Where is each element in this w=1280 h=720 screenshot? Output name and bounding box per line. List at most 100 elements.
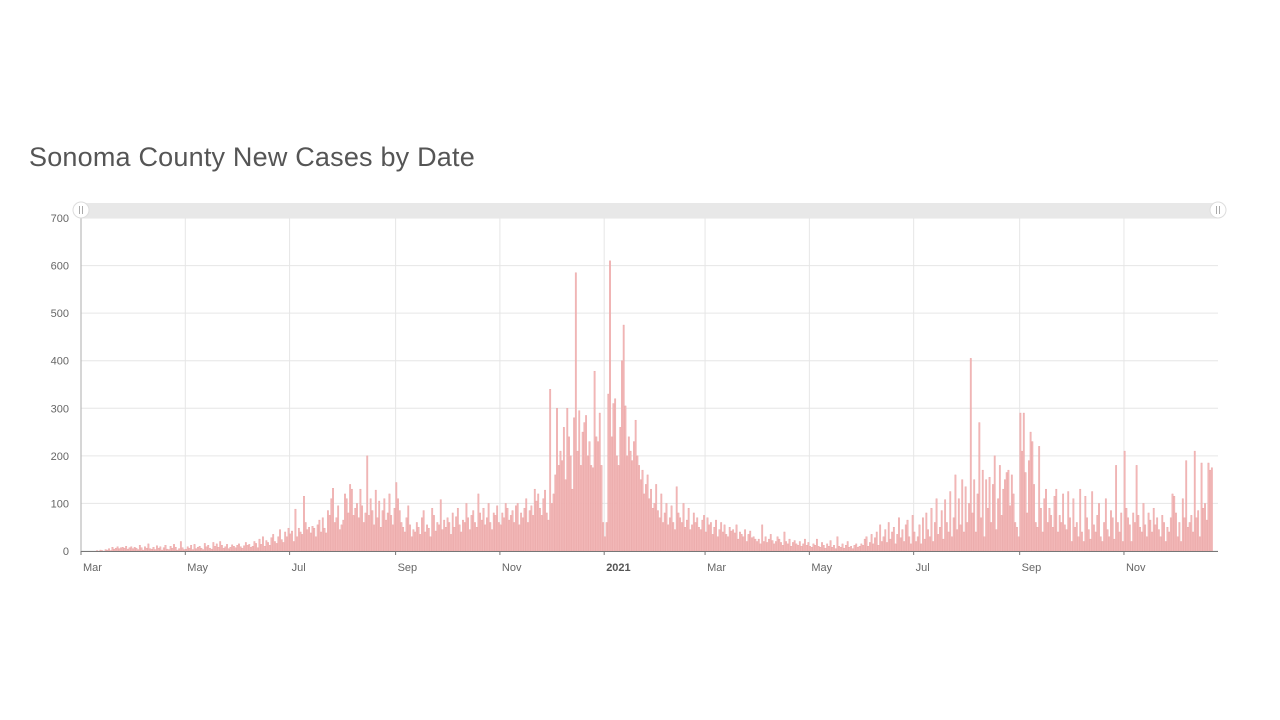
bar[interactable] bbox=[516, 503, 519, 552]
bar[interactable] bbox=[1173, 496, 1176, 552]
bar[interactable] bbox=[609, 260, 611, 552]
bar[interactable] bbox=[362, 522, 365, 552]
bar[interactable] bbox=[383, 498, 386, 552]
bar[interactable] bbox=[785, 541, 788, 552]
bar[interactable] bbox=[600, 465, 603, 552]
bar[interactable] bbox=[1028, 460, 1030, 552]
bar[interactable] bbox=[123, 547, 126, 552]
bar[interactable] bbox=[629, 450, 632, 552]
bar[interactable] bbox=[915, 541, 917, 552]
bar[interactable] bbox=[385, 519, 387, 552]
bar[interactable] bbox=[569, 455, 572, 552]
bar[interactable] bbox=[795, 543, 798, 552]
bar[interactable] bbox=[263, 546, 266, 552]
bar[interactable] bbox=[715, 519, 717, 552]
bar[interactable] bbox=[503, 517, 505, 552]
bar[interactable] bbox=[1012, 493, 1015, 552]
bar[interactable] bbox=[870, 534, 873, 552]
bar[interactable] bbox=[983, 536, 986, 552]
bar[interactable] bbox=[268, 545, 271, 552]
bar[interactable] bbox=[636, 455, 639, 552]
bar[interactable] bbox=[869, 542, 871, 552]
bar[interactable] bbox=[810, 546, 813, 552]
bar[interactable] bbox=[1031, 441, 1034, 552]
bar[interactable] bbox=[976, 493, 979, 552]
bar[interactable] bbox=[207, 545, 210, 552]
bar[interactable] bbox=[114, 547, 117, 552]
bar[interactable] bbox=[501, 512, 504, 552]
bar[interactable] bbox=[701, 519, 704, 552]
bar[interactable] bbox=[978, 422, 981, 552]
bar[interactable] bbox=[1041, 531, 1044, 552]
bar[interactable] bbox=[646, 474, 649, 552]
bar[interactable] bbox=[431, 507, 434, 552]
bar[interactable] bbox=[140, 547, 143, 552]
bar[interactable] bbox=[867, 546, 870, 552]
bar[interactable] bbox=[959, 524, 962, 552]
bar[interactable] bbox=[332, 488, 334, 552]
bar[interactable] bbox=[231, 544, 234, 552]
bar[interactable] bbox=[544, 489, 546, 552]
bar[interactable] bbox=[508, 519, 511, 552]
bar[interactable] bbox=[361, 505, 364, 552]
bar[interactable] bbox=[612, 403, 615, 552]
bar[interactable] bbox=[99, 549, 102, 552]
bar[interactable] bbox=[1198, 536, 1201, 552]
bar[interactable] bbox=[875, 531, 878, 552]
bar[interactable] bbox=[745, 541, 748, 552]
bar[interactable] bbox=[564, 479, 567, 552]
bar[interactable] bbox=[1094, 531, 1097, 552]
bar[interactable] bbox=[443, 519, 446, 552]
bar[interactable] bbox=[253, 541, 256, 552]
bar[interactable] bbox=[453, 527, 456, 552]
bar[interactable] bbox=[889, 538, 892, 552]
bar[interactable] bbox=[272, 534, 275, 552]
bar[interactable] bbox=[518, 524, 521, 552]
bar[interactable] bbox=[780, 542, 782, 552]
bar[interactable] bbox=[144, 546, 146, 552]
bar[interactable] bbox=[376, 517, 379, 552]
bar[interactable] bbox=[350, 488, 353, 552]
bar[interactable] bbox=[239, 546, 242, 552]
bar[interactable] bbox=[352, 515, 355, 552]
bar[interactable] bbox=[689, 529, 692, 552]
bar[interactable] bbox=[614, 398, 617, 552]
bar[interactable] bbox=[800, 546, 803, 552]
bar[interactable] bbox=[542, 498, 545, 552]
bar[interactable] bbox=[727, 536, 729, 552]
bar[interactable] bbox=[390, 515, 393, 552]
bar[interactable] bbox=[723, 524, 726, 552]
bar[interactable] bbox=[217, 546, 220, 552]
bar[interactable] bbox=[340, 524, 343, 552]
bar[interactable] bbox=[559, 450, 562, 552]
bar[interactable] bbox=[149, 548, 151, 552]
bar[interactable] bbox=[602, 522, 605, 552]
bar[interactable] bbox=[1185, 460, 1188, 552]
bar[interactable] bbox=[947, 531, 950, 552]
bar[interactable] bbox=[756, 541, 758, 552]
bar[interactable] bbox=[860, 543, 863, 552]
bar[interactable] bbox=[191, 549, 194, 552]
bar[interactable] bbox=[930, 507, 933, 552]
bar[interactable] bbox=[186, 546, 189, 552]
bar[interactable] bbox=[617, 465, 620, 552]
bar[interactable] bbox=[718, 529, 721, 552]
bar[interactable] bbox=[311, 526, 314, 552]
bar[interactable] bbox=[1210, 467, 1213, 552]
bar[interactable] bbox=[557, 465, 560, 552]
bar[interactable] bbox=[181, 547, 184, 552]
bar[interactable] bbox=[894, 543, 897, 552]
bar[interactable] bbox=[450, 534, 452, 552]
bar[interactable] bbox=[167, 549, 170, 552]
bar[interactable] bbox=[330, 498, 333, 552]
bar[interactable] bbox=[243, 545, 246, 552]
bar[interactable] bbox=[342, 519, 345, 552]
bar[interactable] bbox=[1072, 498, 1075, 552]
bar[interactable] bbox=[843, 547, 846, 552]
bar[interactable] bbox=[908, 536, 911, 552]
bar[interactable] bbox=[1147, 512, 1150, 552]
bar[interactable] bbox=[1034, 522, 1037, 552]
bar[interactable] bbox=[429, 536, 432, 552]
bar[interactable] bbox=[627, 436, 630, 552]
bar[interactable] bbox=[1111, 517, 1114, 552]
